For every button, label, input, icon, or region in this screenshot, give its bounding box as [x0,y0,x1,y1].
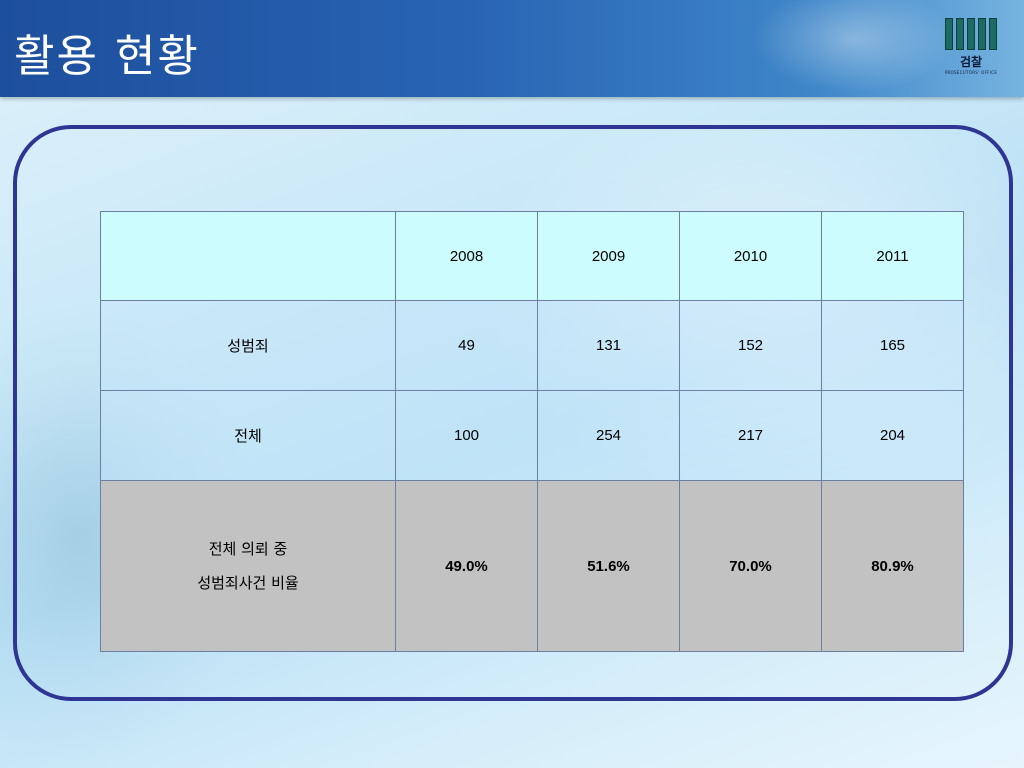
table-header-cell: 2010 [679,211,822,301]
page-title: 활용 현황 [14,31,200,82]
table-cell: 131 [537,300,680,391]
table-cell: 51.6% [537,480,680,652]
statistics-table: 2008 2009 2010 2011 성범죄 49 131 152 165 전… [100,211,964,652]
table-cell: 254 [537,390,680,481]
table-header-cell: 2009 [537,211,680,301]
title-bar: 활용 현황 [0,0,1024,97]
table-header-row: 2008 2009 2010 2011 [100,211,964,301]
logo-mark-icon [944,18,998,50]
row-label: 성범죄 [100,300,396,391]
table-cell: 100 [395,390,538,481]
table-cell: 80.9% [821,480,964,652]
row-label-line: 성범죄사건 비율 [197,574,299,592]
row-label: 전체 의뢰 중 성범죄사건 비율 [100,480,396,652]
table-cell: 49 [395,300,538,391]
table-cell: 49.0% [395,480,538,652]
table-cell: 217 [679,390,822,481]
table-row: 성범죄 49 131 152 165 [100,300,964,391]
row-label: 전체 [100,390,396,481]
content-frame [13,125,1013,701]
table-header-cell: 2008 [395,211,538,301]
logo-subtitle: PROSECUTORS' OFFICE [944,70,998,75]
table-cell: 152 [679,300,822,391]
logo-name: 검찰 [959,55,983,69]
table-row: 전체 의뢰 중 성범죄사건 비율 49.0% 51.6% 70.0% 80.9% [100,480,964,652]
table-row: 전체 100 254 217 204 [100,390,964,481]
table-cell: 204 [821,390,964,481]
table-cell: 70.0% [679,480,822,652]
row-label-line: 전체 의뢰 중 [208,540,288,558]
table-header-corner [100,211,396,301]
table-cell: 165 [821,300,964,391]
prosecution-logo: 검찰 PROSECUTORS' OFFICE [944,18,998,78]
table-header-cell: 2011 [821,211,964,301]
